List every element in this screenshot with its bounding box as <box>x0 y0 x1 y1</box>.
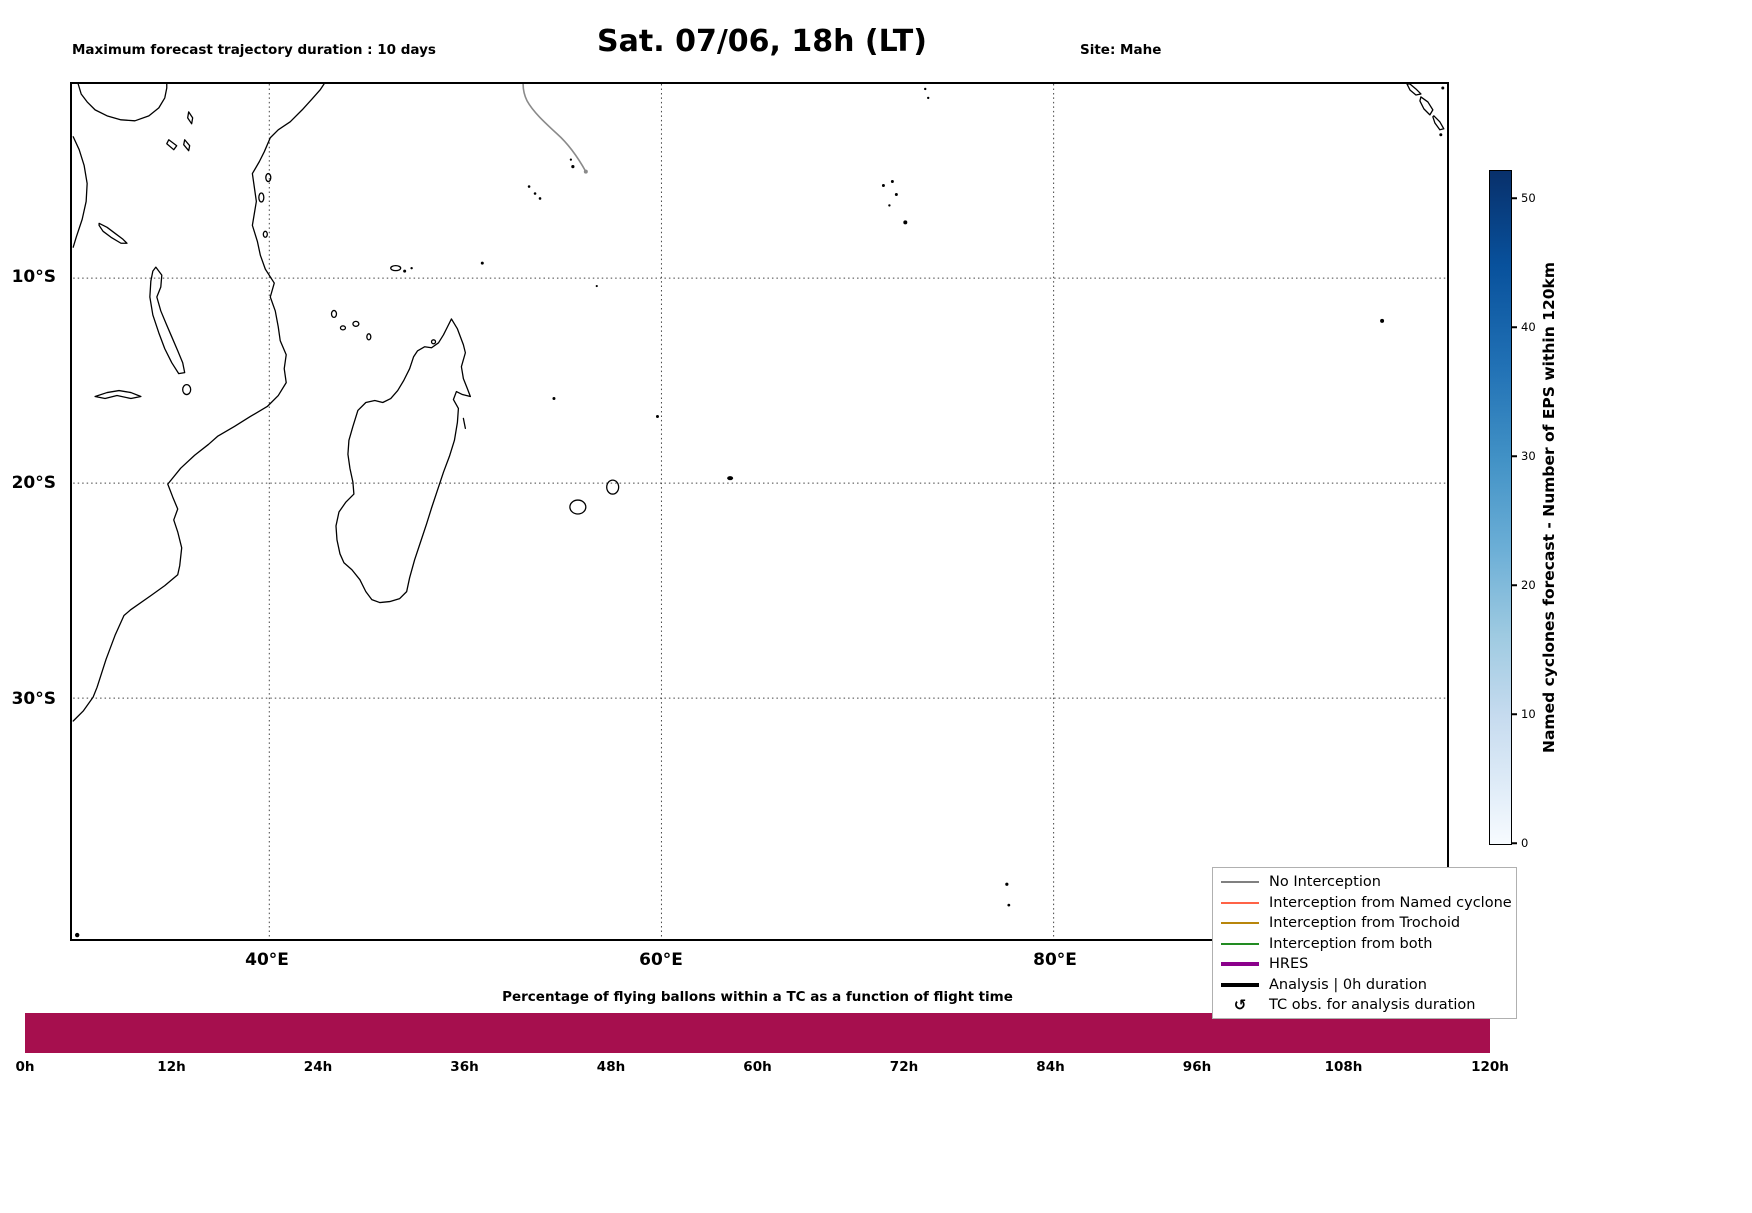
btick-60h: 60h <box>743 1059 772 1075</box>
island-mayotte <box>366 333 372 341</box>
island-batu <box>1406 84 1422 96</box>
colorbar <box>1489 170 1512 845</box>
island-specks <box>75 86 1445 938</box>
x-tick-40e: 40°E <box>245 950 289 970</box>
lake-malawi <box>149 266 186 375</box>
legend-item-no-interception: No Interception <box>1221 872 1508 893</box>
btick-120h: 120h <box>1471 1059 1509 1075</box>
btick-72h: 72h <box>889 1059 919 1075</box>
tc-obs-symbol-icon: ↺ <box>1233 995 1247 1014</box>
legend-label: No Interception <box>1269 874 1381 891</box>
btick-84h: 84h <box>1036 1059 1065 1075</box>
lake-manyara <box>183 139 191 152</box>
legend-item-both: Interception from both <box>1221 934 1508 955</box>
btick-36h: 36h <box>450 1059 479 1075</box>
legend-item-trochoid: Interception from Trochoid <box>1221 913 1508 934</box>
island-pemba <box>265 172 272 183</box>
legend-line-purple <box>1221 962 1259 967</box>
colorbar-tick-0: 0 <box>1521 836 1529 850</box>
colorbar-ticks: 50 40 30 20 10 0 <box>1512 170 1552 850</box>
bottom-chart-title: Percentage of flying ballons within a TC… <box>502 989 1013 1005</box>
btick-96h: 96h <box>1182 1059 1212 1075</box>
y-axis-labels: 10°S 20°S 30°S <box>0 82 62 941</box>
map-legend: No Interception Interception from Named … <box>1212 867 1517 1019</box>
legend-label: Analysis | 0h duration <box>1269 976 1427 993</box>
legend-item-analysis: Analysis | 0h duration <box>1221 975 1508 996</box>
colorbar-tick-20: 20 <box>1521 578 1536 592</box>
legend-label: TC obs. for analysis duration <box>1269 997 1476 1014</box>
lake-rukwa <box>98 222 128 244</box>
island-zanzibar <box>258 192 265 203</box>
colorbar-tick-50: 50 <box>1521 191 1536 205</box>
legend-line-black <box>1221 982 1259 987</box>
balloon-trajectory-no-interception <box>522 84 588 174</box>
colorbar-label: Named cyclones forecast - Number of EPS … <box>1540 262 1558 753</box>
btick-12h: 12h <box>157 1059 186 1075</box>
island-anjouan <box>352 320 360 328</box>
legend-line-gray <box>1221 881 1259 884</box>
island-grande-comore <box>330 309 338 319</box>
island-aldabra <box>390 265 402 272</box>
colorbar-tick-40: 40 <box>1521 320 1536 334</box>
lake-chilwa <box>182 383 192 396</box>
legend-label: Interception from Named cyclone <box>1269 894 1512 911</box>
legend-label: Interception from Trochoid <box>1269 915 1461 932</box>
island-moheli <box>339 325 347 331</box>
bottom-chart-bar <box>25 1013 1490 1053</box>
lake-victoria <box>77 84 168 122</box>
coastline-east-africa <box>72 84 325 722</box>
x-tick-80e: 80°E <box>1033 950 1077 970</box>
island-sainte-marie <box>462 417 467 430</box>
lake-natron <box>187 111 194 125</box>
legend-item-hres: HRES <box>1221 954 1508 975</box>
map-svg <box>72 84 1446 939</box>
legend-label: HRES <box>1269 956 1309 973</box>
legend-label: Interception from both <box>1269 935 1433 952</box>
island-sipura <box>1432 115 1445 131</box>
lake-cahora-bassa <box>94 389 142 400</box>
bottom-chart-x-labels: 0h 12h 24h 36h 48h 60h 72h 84h 96h 108h … <box>15 1059 1508 1079</box>
legend-item-named-cyclone: Interception from Named cyclone <box>1221 893 1512 914</box>
coastlines <box>72 84 1445 722</box>
param-duration: Maximum forecast trajectory duration : 1… <box>72 42 436 58</box>
y-tick-10s: 10°S <box>11 267 56 287</box>
lake-tanganyika <box>72 136 88 248</box>
legend-line-orange <box>1221 901 1259 904</box>
btick-108h: 108h <box>1324 1059 1363 1075</box>
btick-48h: 48h <box>596 1059 626 1075</box>
param-site: Site: Mahe <box>1080 42 1162 58</box>
colorbar-tick-10: 10 <box>1521 707 1536 721</box>
trajectory-start-marker <box>583 169 588 174</box>
map-plot-area: No Interception Interception from Named … <box>70 82 1517 1019</box>
btick-24h: 24h <box>303 1059 333 1075</box>
y-tick-20s: 20°S <box>11 473 56 493</box>
island-mafia <box>262 230 268 238</box>
x-tick-60e: 60°E <box>639 950 683 970</box>
legend-line-gold <box>1221 922 1259 925</box>
gridlines <box>73 84 1446 939</box>
btick-0h: 0h <box>15 1059 35 1075</box>
lake-eyasi <box>166 139 178 151</box>
legend-line-green <box>1221 942 1259 945</box>
colorbar-tick-30: 30 <box>1521 449 1536 463</box>
island-mauritius <box>606 479 620 495</box>
coastline-madagascar <box>335 318 471 604</box>
island-siberut <box>1419 96 1434 116</box>
island-reunion <box>569 499 587 515</box>
legend-item-tc-obs: ↺ TC obs. for analysis duration <box>1221 995 1508 1016</box>
colorbar-label-wrap: Named cyclones forecast - Number of EPS … <box>1534 170 1564 845</box>
island-nosy-be <box>430 339 437 345</box>
figure-title: Sat. 07/06, 18h (LT) <box>597 24 927 59</box>
y-tick-30s: 30°S <box>11 689 56 709</box>
